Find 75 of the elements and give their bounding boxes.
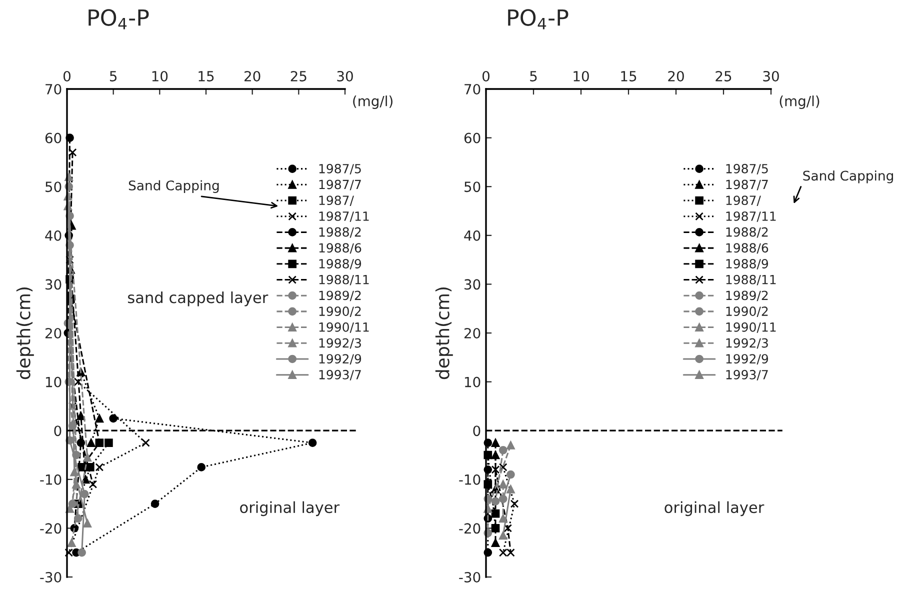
y-tick-label: 10 [464,376,480,388]
x-tick-label: 25 [290,70,306,82]
legend-label: 1988/9 [319,258,362,270]
chart-title: PO$_{4}$-P [508,9,568,30]
y-tick-label: -30 [40,572,62,582]
y-tick-label: 60 [45,132,62,144]
annotation: sand capped layer [128,291,268,306]
legend-label: 1993/7 [726,370,768,380]
legend-label: 1988/11 [726,274,776,286]
x-tick-label: 10 [574,70,589,82]
legend-label: 1987/ [726,196,761,206]
annotation: Sand Capping [128,180,219,193]
x-tick-label: 0 [482,70,490,82]
legend-label: 1992/9 [726,354,768,365]
y-tick-label: 50 [464,182,480,192]
y-tick-label: 40 [45,230,62,241]
y-tick-label: -20 [40,523,62,534]
x-tick-label: 20 [244,70,260,82]
y-axis-title: depth(cm) [16,287,34,380]
legend-label: 1988/2 [726,227,768,238]
legend-label: 1990/11 [319,322,369,333]
legend-label: 1988/2 [319,227,361,238]
y-tick-label: 70 [464,84,480,94]
y-tick-label: 60 [464,132,480,144]
text: Sand Capping [803,170,893,184]
y-tick-label: 30 [46,279,62,290]
legend-label: 1990/11 [726,322,776,333]
legend-label: 1989/2 [726,290,768,302]
legend-label: 1988/9 [726,258,768,270]
y-tick-label: -20 [459,523,480,534]
legend-label: 1987/11 [726,211,776,222]
y-tick-label: -30 [459,572,480,582]
legend-label: 1992/9 [319,354,362,365]
legend-label: 1987/5 [319,164,361,174]
annotation: original layer [240,501,340,516]
x-tick-label: 15 [621,71,636,82]
y-tick-label: 50 [46,182,62,192]
y-axis-title: depth(cm) [435,287,453,380]
legend-label: 1992/3 [319,338,361,349]
legend-label: 1990/2 [726,306,768,317]
x-tick-label: 5 [530,71,537,82]
y-tick-label: 40 [464,230,480,241]
legend-label: 1990/2 [319,306,361,317]
legend-label: 1987/ [319,196,354,206]
x-tick-label: 5 [110,71,117,82]
x-tick-label: 20 [668,70,684,82]
x-tick-label: 30 [763,70,779,82]
y-tick-label: 20 [45,328,62,338]
y-tick-label: -10 [40,474,62,485]
legend-label: 1987/7 [726,180,768,190]
y-tick-label: 20 [464,328,480,338]
x-tick-label: 25 [716,70,732,82]
x-axis-title: (mg/l) [353,96,392,109]
x-tick-label: 30 [337,70,353,82]
y-tick-label: 30 [464,279,480,290]
x-axis-title: (mg/l) [780,96,820,109]
legend-label: 1988/6 [319,243,362,254]
legend-label: 1988/6 [726,243,768,254]
legend-label: 1987/7 [319,180,361,190]
x-tick-label: 0 [63,70,70,82]
annotation: original layer [664,501,764,516]
legend-label: 1989/2 [319,290,361,302]
legend-label: 1992/3 [726,338,768,349]
chart-title: PO$_{4}$-P [88,9,149,30]
y-tick-label: 70 [46,84,62,94]
y-tick-label: -10 [459,474,480,485]
legend-label: 1988/11 [319,274,369,286]
x-tick-label: 15 [198,71,214,82]
y-tick-label: 0 [54,426,62,436]
x-tick-label: 10 [152,70,168,82]
legend-label: 1993/7 [319,370,361,380]
legend-label: 1987/5 [726,164,768,174]
y-tick-label: 0 [473,426,480,436]
y-tick-label: 10 [46,376,62,388]
legend-label: 1987/11 [319,211,369,222]
